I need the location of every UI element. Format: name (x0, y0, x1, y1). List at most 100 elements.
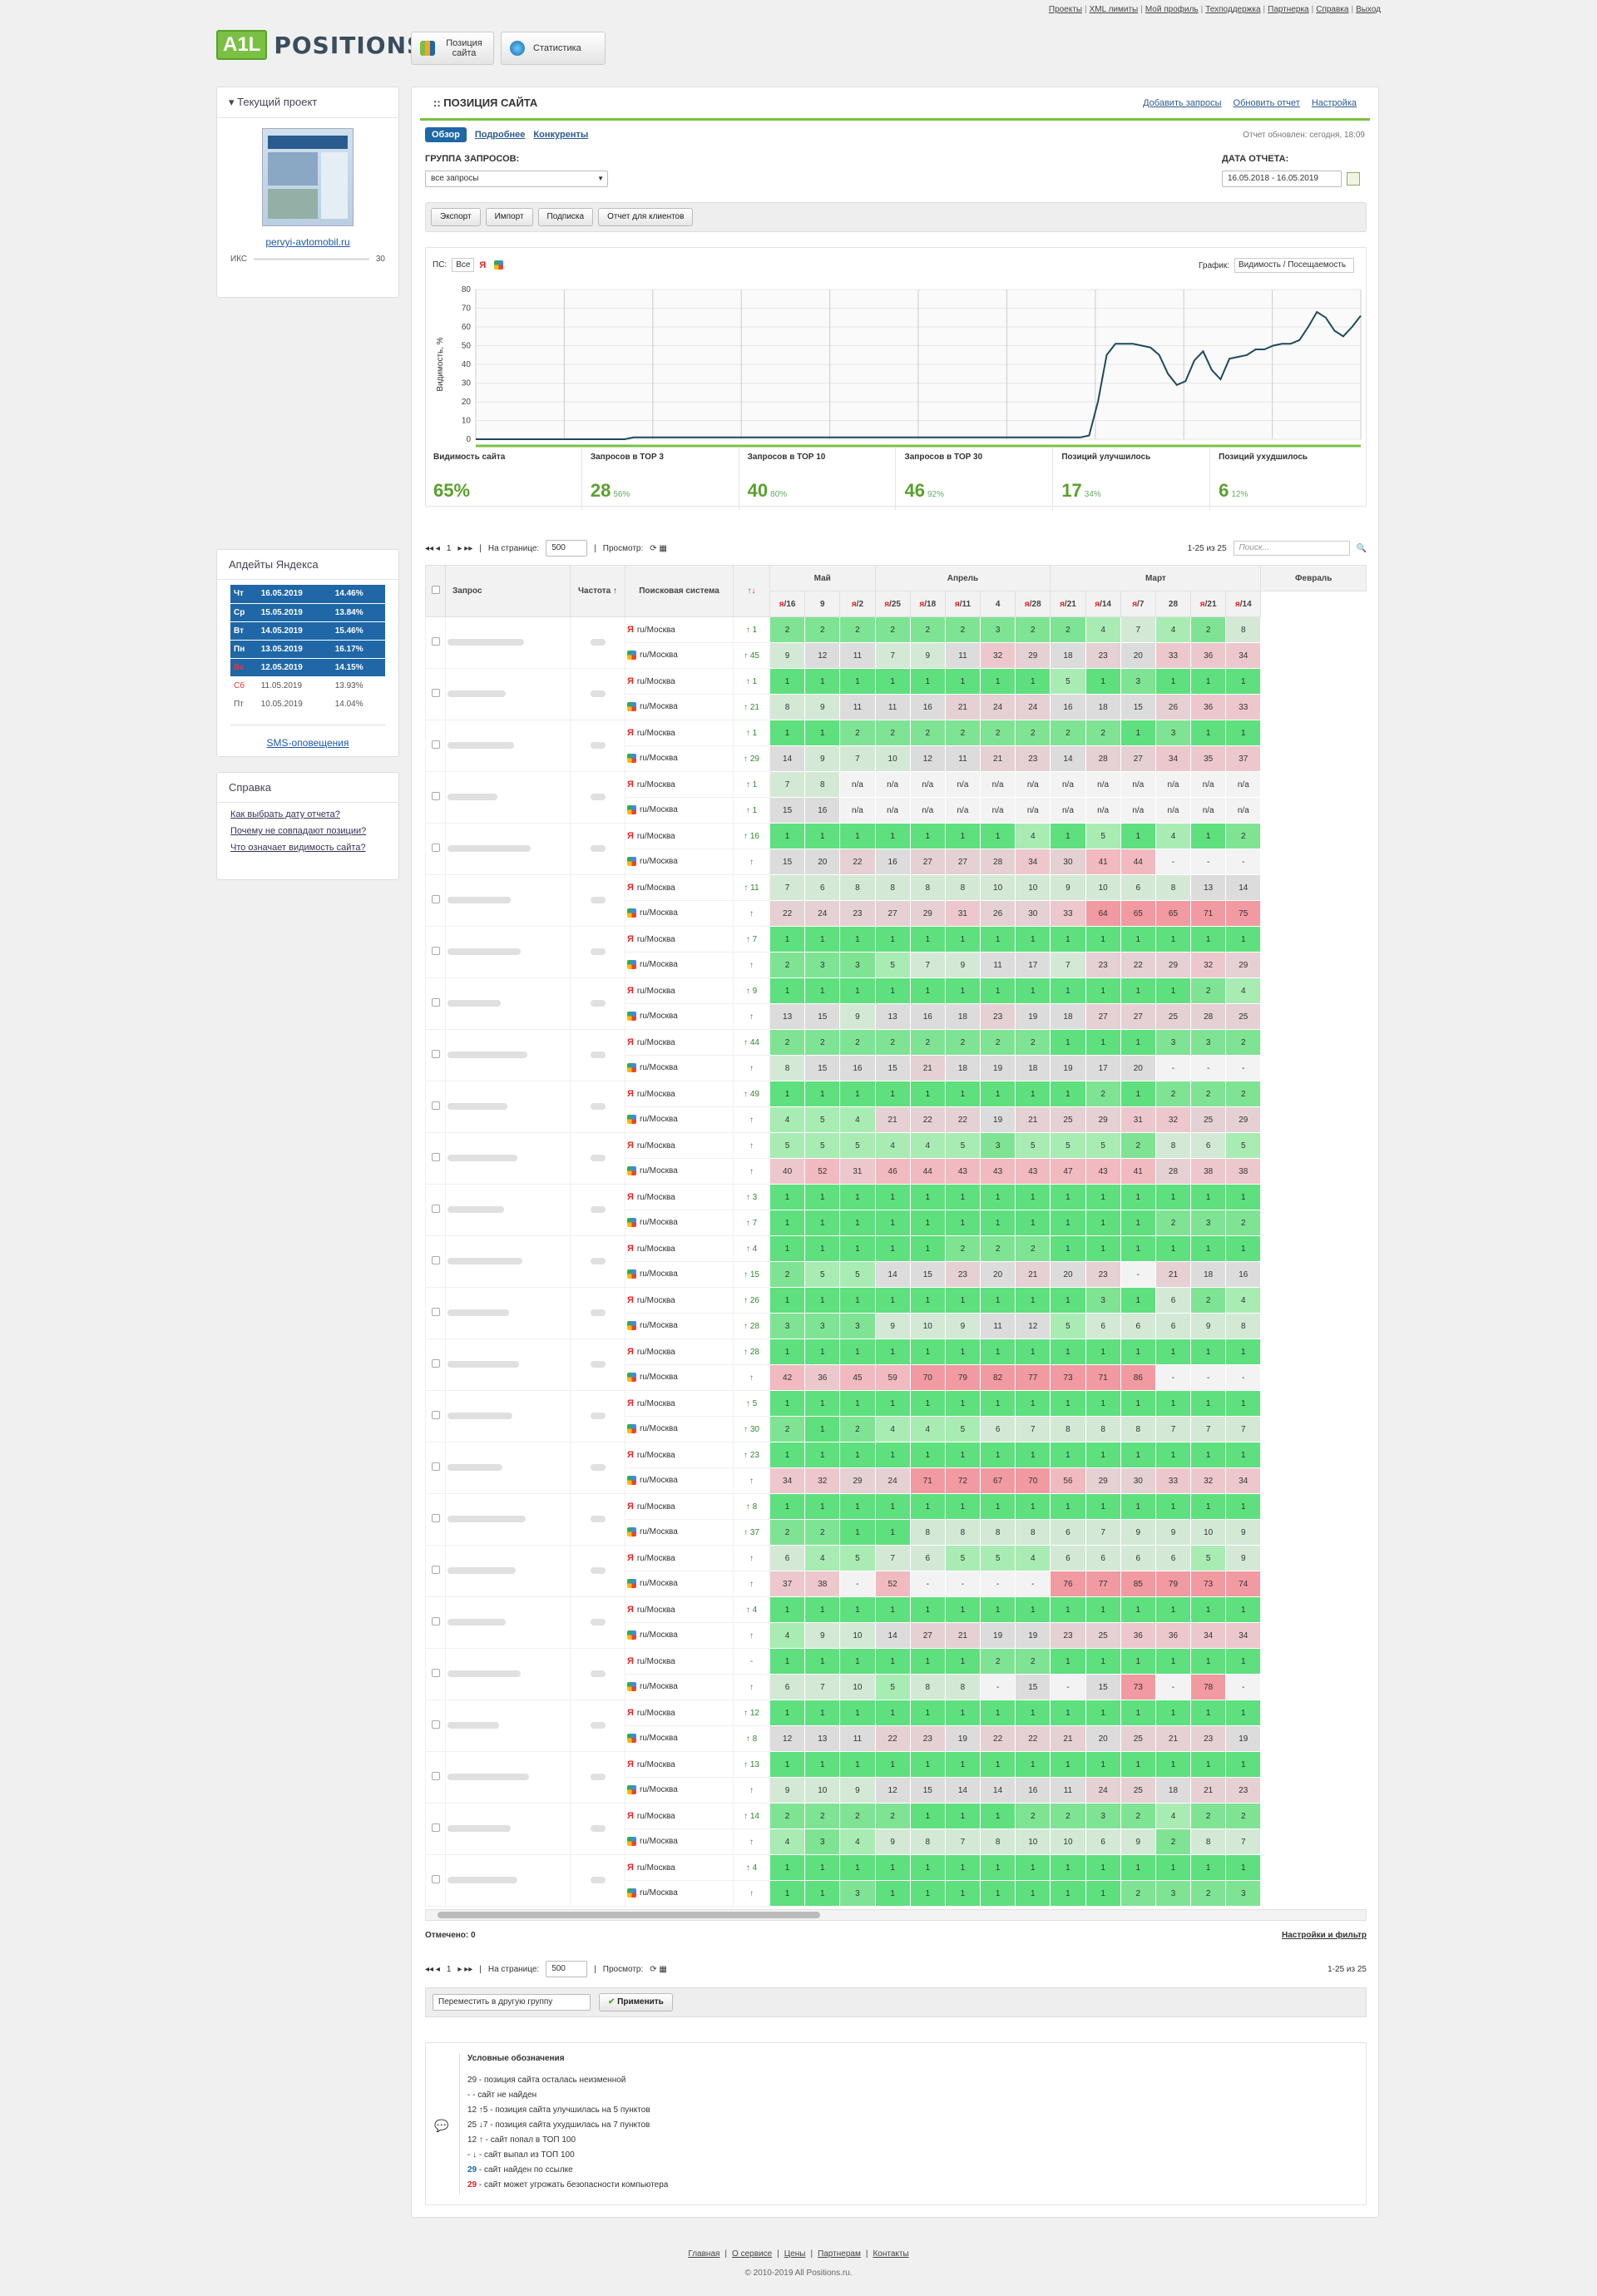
position-cell[interactable]: 1 (1015, 1184, 1051, 1210)
position-cell[interactable]: 1 (1085, 1880, 1121, 1907)
position-cell[interactable]: 28 (1190, 1003, 1227, 1030)
position-cell[interactable]: 1 (1120, 1339, 1156, 1365)
position-cell[interactable]: 8 (980, 1828, 1016, 1855)
position-cell[interactable]: 22 (1015, 1725, 1051, 1752)
position-cell[interactable]: 1 (909, 926, 946, 953)
row-checkbox-cell[interactable] (425, 1029, 446, 1081)
position-cell[interactable]: 1 (944, 1803, 981, 1829)
position-cell[interactable]: 29 (1225, 1106, 1262, 1133)
row-checkbox-cell[interactable] (425, 1751, 446, 1804)
position-cell[interactable]: 25 (1154, 1003, 1192, 1030)
position-cell[interactable]: 25 (1225, 1003, 1262, 1030)
position-cell[interactable]: 43 (1085, 1158, 1121, 1185)
position-cell[interactable]: 1 (874, 1081, 911, 1107)
position-cell[interactable]: 1 (769, 1596, 806, 1623)
query-cell[interactable] (445, 926, 571, 978)
position-cell[interactable]: 1 (1085, 1442, 1121, 1468)
sort-up-icon[interactable]: ↑ (611, 586, 617, 596)
position-cell[interactable]: 21 (1050, 1725, 1086, 1752)
position-cell[interactable]: 12 (874, 1777, 911, 1804)
query-cell[interactable] (445, 771, 571, 824)
position-cell[interactable]: 44 (909, 1158, 946, 1185)
row-checkbox[interactable] (431, 1462, 440, 1471)
position-cell[interactable]: 1 (1225, 1700, 1262, 1726)
position-cell[interactable]: - (909, 1571, 946, 1597)
position-cell[interactable]: 1 (839, 1519, 876, 1546)
position-cell[interactable]: n/a (1085, 771, 1121, 798)
position-cell[interactable]: 8 (1154, 1132, 1192, 1159)
position-cell[interactable]: 31 (944, 900, 981, 927)
position-cell[interactable]: 3 (1225, 1880, 1262, 1907)
position-cell[interactable]: 6 (1190, 1132, 1227, 1159)
position-cell[interactable]: 1 (980, 668, 1016, 695)
position-cell[interactable]: 2 (1120, 1132, 1156, 1159)
position-cell[interactable]: - (1190, 1055, 1227, 1081)
position-cell[interactable]: 1 (874, 1390, 911, 1417)
position-cell[interactable]: 16 (839, 1055, 876, 1081)
position-cell[interactable]: 1 (1154, 668, 1192, 695)
position-cell[interactable]: 1 (839, 1210, 876, 1236)
first-page-icon[interactable]: ◂◂ ◂ (425, 1964, 440, 1974)
position-cell[interactable]: 1 (1190, 1442, 1227, 1468)
position-cell[interactable]: - (1225, 1674, 1262, 1700)
position-cell[interactable]: 1 (874, 1493, 911, 1520)
position-cell[interactable]: 9 (769, 642, 806, 669)
position-cell[interactable]: 10 (1015, 874, 1051, 901)
position-cell[interactable]: 4 (1015, 823, 1051, 849)
table-row[interactable]: ru/Москва ↑ 34 32 29 24 71 72 67 70 56 29 30 33 32 34 (426, 1467, 1367, 1494)
position-cell[interactable]: 8 (769, 1055, 806, 1081)
position-cell[interactable]: 21 (1154, 1261, 1192, 1288)
position-cell[interactable]: 1 (1225, 1854, 1262, 1881)
row-checkbox[interactable] (431, 1875, 440, 1883)
position-cell[interactable]: 1 (1050, 1751, 1086, 1778)
position-cell[interactable]: 1 (769, 1700, 806, 1726)
position-cell[interactable]: 71 (1085, 1364, 1121, 1391)
position-cell[interactable]: - (1225, 1364, 1262, 1391)
position-cell[interactable]: 1 (944, 1880, 981, 1907)
position-cell[interactable]: 24 (874, 1467, 911, 1494)
position-cell[interactable]: 1 (1050, 977, 1086, 1004)
position-cell[interactable]: 1 (1050, 1880, 1086, 1907)
position-cell[interactable]: 7 (874, 1545, 911, 1571)
position-cell[interactable]: 2 (1015, 1648, 1051, 1675)
row-checkbox-cell[interactable] (425, 720, 446, 772)
position-cell[interactable]: 2 (1050, 720, 1086, 746)
position-cell[interactable]: 73 (1120, 1674, 1156, 1700)
position-cell[interactable]: 1 (1154, 1235, 1192, 1262)
position-cell[interactable]: 65 (1154, 900, 1192, 927)
position-cell[interactable]: 1 (874, 1235, 911, 1262)
position-cell[interactable]: 36 (1190, 642, 1227, 669)
position-cell[interactable]: - (1120, 1261, 1156, 1288)
position-cell[interactable]: 56 (1050, 1467, 1086, 1494)
position-cell[interactable]: 16 (874, 849, 911, 875)
position-cell[interactable]: n/a (980, 771, 1016, 798)
position-cell[interactable]: 27 (874, 900, 911, 927)
position-cell[interactable]: 1 (1225, 1184, 1262, 1210)
position-cell[interactable]: 3 (804, 1313, 841, 1339)
report-date-input[interactable]: 16.05.2018 - 16.05.2019 (1222, 171, 1342, 187)
import-button[interactable]: Импорт (485, 208, 533, 226)
position-cell[interactable]: 2 (769, 1519, 806, 1546)
position-cell[interactable]: 41 (1085, 849, 1121, 875)
position-cell[interactable]: 43 (1015, 1158, 1051, 1185)
position-cell[interactable]: 41 (1120, 1158, 1156, 1185)
date-header[interactable]: я/2 (839, 591, 876, 617)
apply-button[interactable]: ✔ Применить (599, 1993, 673, 2011)
position-cell[interactable]: 5 (1190, 1545, 1227, 1571)
position-cell[interactable]: 1 (909, 1210, 946, 1236)
position-cell[interactable]: 1 (1050, 926, 1086, 953)
position-cell[interactable]: 8 (1154, 874, 1192, 901)
row-checkbox[interactable] (431, 1411, 440, 1419)
position-cell[interactable]: 5 (1085, 823, 1121, 849)
position-cell[interactable]: 1 (804, 823, 841, 849)
table-row[interactable]: ru/Москва ↑ 22 24 23 27 29 31 26 30 33 64 65 65 71 75 (426, 900, 1367, 927)
query-cell[interactable] (445, 1339, 571, 1391)
position-cell[interactable]: 1 (804, 1596, 841, 1623)
position-cell[interactable]: 14 (874, 1261, 911, 1288)
position-cell[interactable]: 2 (909, 1029, 946, 1056)
position-cell[interactable]: 37 (769, 1571, 806, 1597)
position-cell[interactable]: 2 (1015, 616, 1051, 643)
position-cell[interactable]: 1 (1190, 668, 1227, 695)
